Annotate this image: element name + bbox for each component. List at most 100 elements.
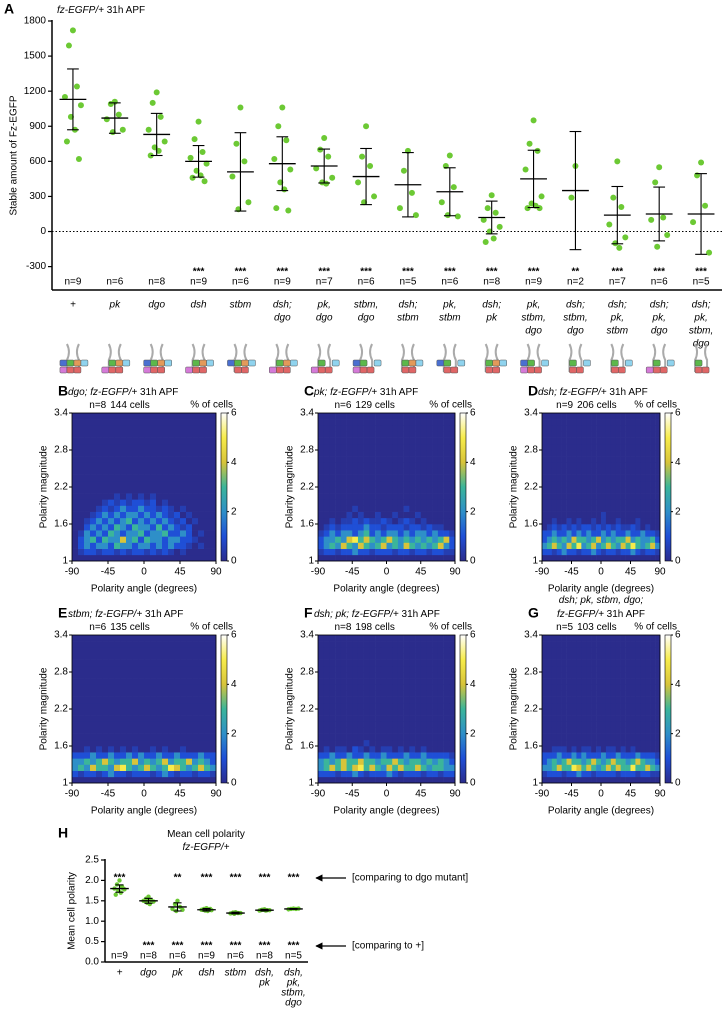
heatmap-cell [96,697,102,703]
heatmap-cell [96,715,102,721]
heatmap-cell [552,746,557,752]
heatmap-cell [156,462,162,468]
heatmap-cell [547,691,552,697]
y-tick-label: 2.2 [524,704,538,715]
heatmap-cell [352,549,358,555]
heatmap-cell [138,462,144,468]
heatmap-cell [358,715,364,721]
heatmap-cell [586,660,591,666]
y-tick-label: 1.6 [54,741,68,752]
heatmap-cell [542,697,547,703]
heatmap-cell [576,536,581,542]
heatmap-cell [358,666,364,672]
heatmap-cell [562,771,567,777]
heatmap-cell [204,524,210,530]
heatmap-cell [552,678,557,684]
heatmap-cell [591,462,596,468]
heatmap-cell [552,462,557,468]
heatmap-cell [552,499,557,505]
heatmap-cell [606,419,611,425]
heatmap-cell [398,413,404,419]
heatmap-cell [192,721,198,727]
heatmap-cell [444,654,450,660]
heatmap-cell [432,715,438,721]
heatmap-cell [364,728,370,734]
heatmap-cell [72,666,78,672]
heatmap-cell [562,697,567,703]
heatmap-cell [329,493,335,499]
heatmap-cell [586,765,591,771]
heatmap-cell [318,444,324,450]
heatmap-cell [180,734,186,740]
heatmap-cell [547,536,552,542]
heatmap-cell [576,771,581,777]
heatmap-cell [426,543,432,549]
heatmap-cell [552,752,557,758]
heatmap-cell [168,493,174,499]
heatmap-cell [132,758,138,764]
heatmap-cell [655,487,660,493]
heatmap-cell [611,660,616,666]
heatmap-cell [364,740,370,746]
heatmap-cell [347,456,353,462]
heatmap-cell [174,438,180,444]
heatmap-cell [611,512,616,518]
heatmap-cell [621,660,626,666]
heatmap-cell [162,419,168,425]
heatmap-cell [341,475,347,481]
heatmap-cell [621,752,626,758]
heatmap-cell [192,635,198,641]
heatmap-cell [562,654,567,660]
heatmap-cell [114,555,120,561]
heatmap-cell [352,740,358,746]
heatmap-cell [186,703,192,709]
protein-icon [74,360,81,366]
heatmap-cell [168,530,174,536]
heatmap-cell [144,487,150,493]
heatmap-cell [567,499,572,505]
heatmap-cell [138,413,144,419]
heatmap-cell [210,647,216,653]
heatmap-cell [572,647,577,653]
heatmap-cell [387,654,393,660]
heatmap-cell [601,475,606,481]
heatmap-cell [606,549,611,555]
heatmap-cell [162,728,168,734]
heatmap-cell [347,635,353,641]
heatmap-cell [186,697,192,703]
y-tick-label: 1 [62,778,68,789]
heatmap-cell [347,758,353,764]
heatmap-cell [387,641,393,647]
heatmap-cell [398,438,404,444]
heatmap-cell [120,475,126,481]
heatmap-cell [567,758,572,764]
heatmap-cell [621,413,626,419]
heatmap-cell [210,654,216,660]
colorbar [665,413,671,561]
heatmap-cell [329,549,335,555]
heatmap-cell [204,647,210,653]
heatmap-cell [392,740,398,746]
heatmap-cell [409,536,415,542]
heatmap-cell [369,715,375,721]
heatmap-cell [631,450,636,456]
significance: *** [201,873,213,884]
heatmap-cell [626,512,631,518]
heatmap-cell [576,444,581,450]
heatmap-cell [364,641,370,647]
heatmap-cell [120,666,126,672]
heatmap-cell [387,635,393,641]
heatmap-cell [329,543,335,549]
heatmap-cell [198,765,204,771]
heatmap-cell [144,728,150,734]
heatmap-cell [369,771,375,777]
heatmap-cell [186,740,192,746]
heatmap-cell [381,432,387,438]
heatmap-cell [369,740,375,746]
heatmap-cell [449,512,455,518]
heatmap-cell [335,555,341,561]
heatmap-cell [601,697,606,703]
heatmap-cell [557,728,562,734]
heatmap-cell [144,654,150,660]
heatmap-cell [174,684,180,690]
